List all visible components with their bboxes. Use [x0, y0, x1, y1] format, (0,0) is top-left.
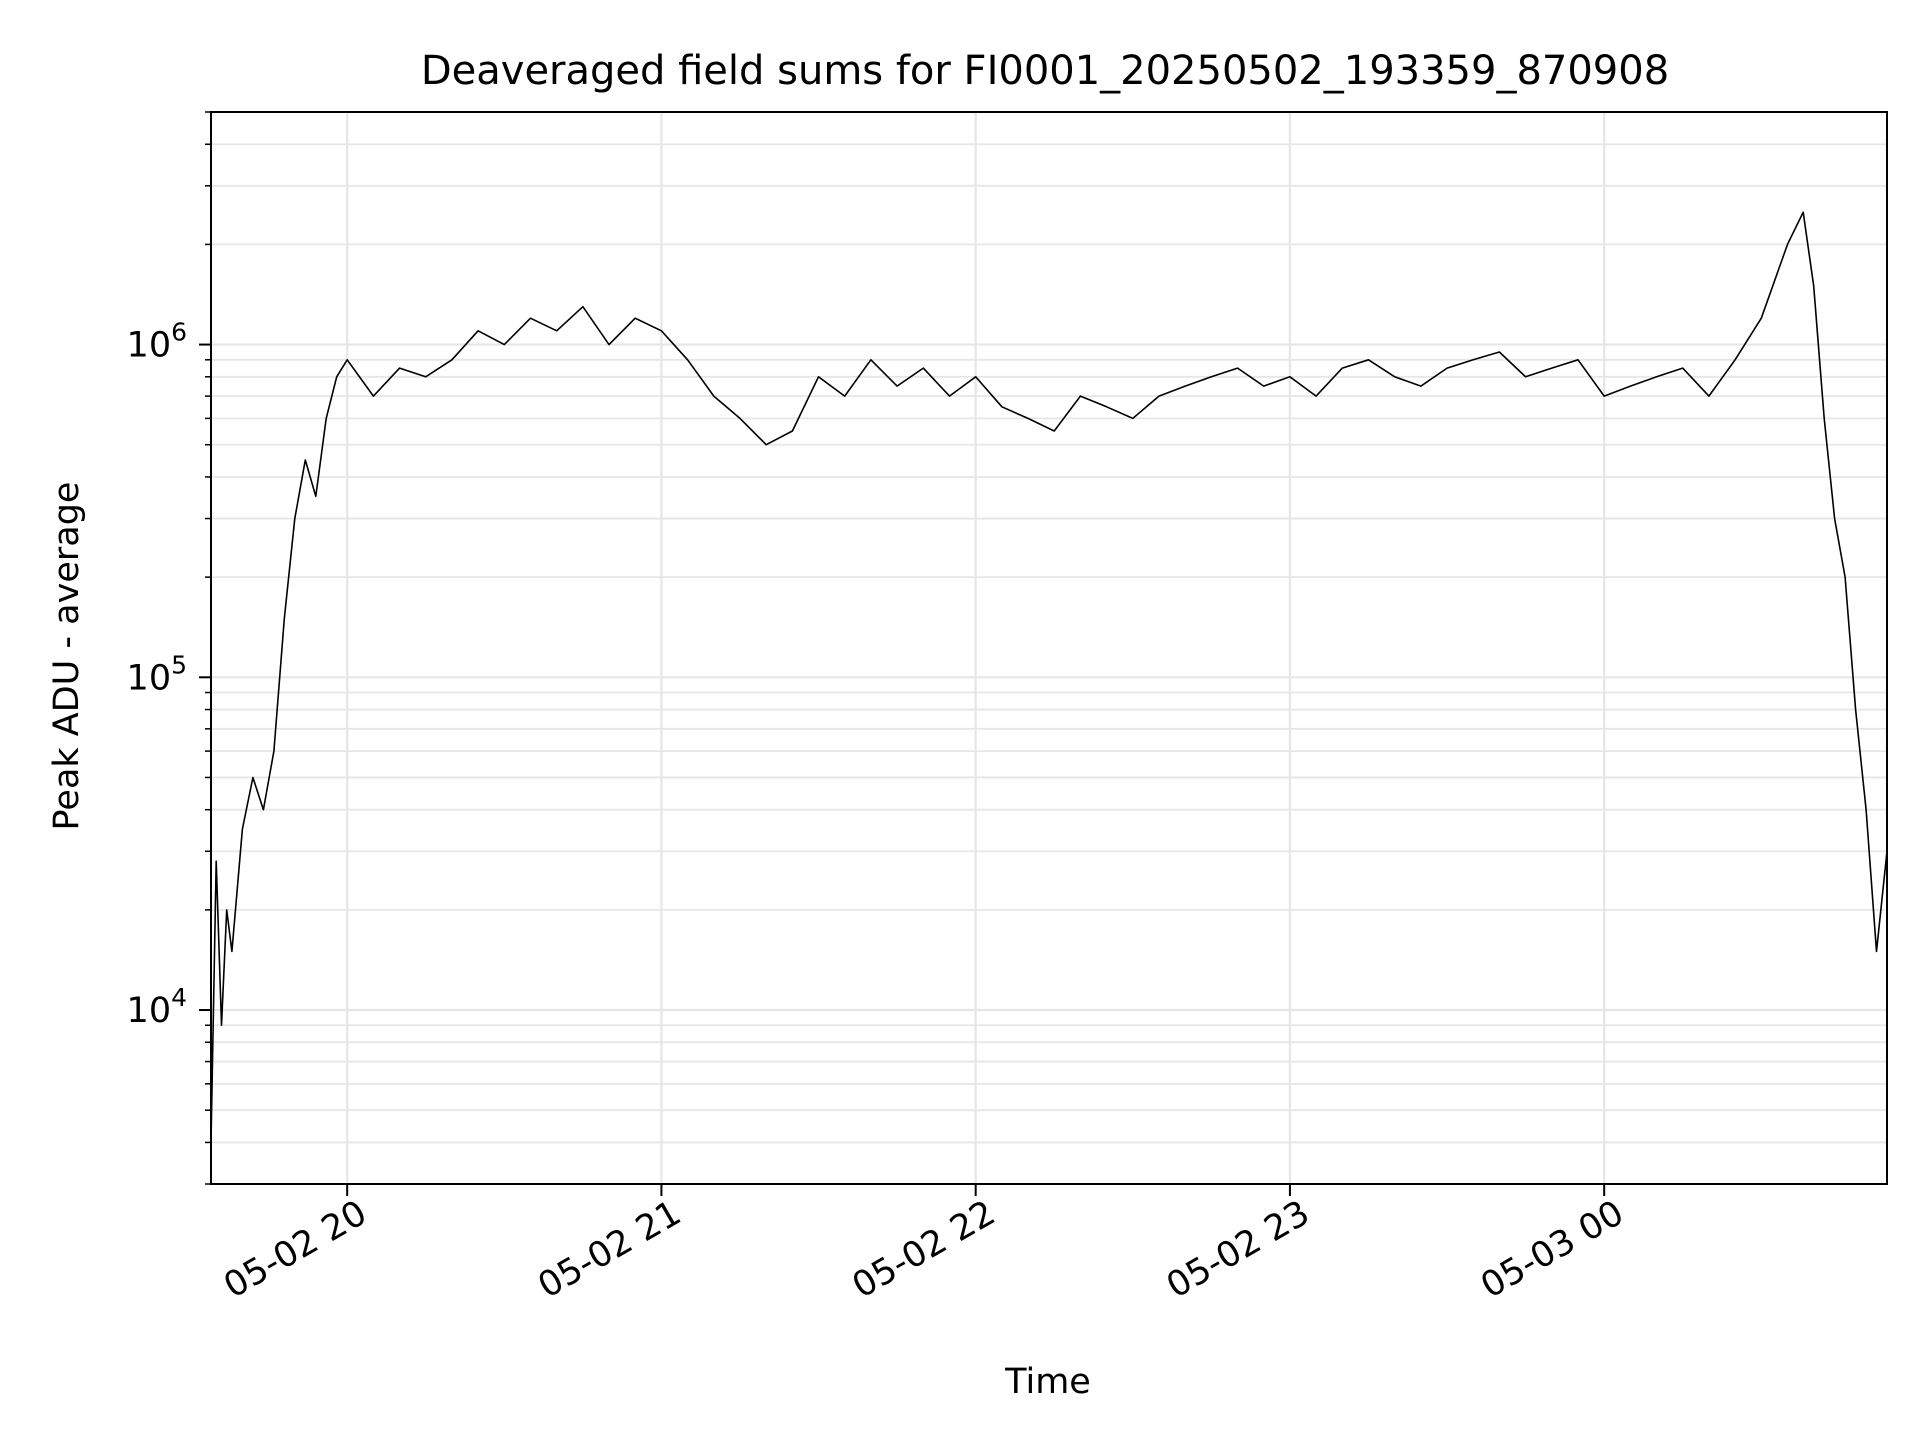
- series-layer: [210, 211, 1888, 1143]
- plot-frame: [210, 111, 1888, 1185]
- chart-title: Deaveraged field sums for FI0001_2025050…: [421, 48, 1669, 94]
- grid: [211, 111, 1887, 1185]
- x-tick-label: 05-02 22: [846, 1193, 1002, 1306]
- y-tick-label: 104: [127, 983, 187, 1031]
- y-tick-label: 105: [127, 650, 187, 698]
- x-tick-label: 05-02 21: [532, 1193, 688, 1306]
- x-tick-label: 05-02 20: [217, 1193, 373, 1306]
- y-tick-label: 106: [127, 318, 187, 366]
- y-axis-ticks: 104 105 106: [127, 111, 211, 1185]
- x-tick-label: 05-02 23: [1160, 1193, 1316, 1306]
- x-axis-ticks: 05-02 20 05-02 21 05-02 22 05-02 23 05-03 00: [217, 1184, 1631, 1306]
- y-axis-label: Peak ADU - average: [47, 482, 87, 831]
- series-line: [210, 211, 1888, 1143]
- x-axis-label: Time: [1004, 1362, 1091, 1402]
- x-tick-label: 05-03 00: [1474, 1193, 1630, 1306]
